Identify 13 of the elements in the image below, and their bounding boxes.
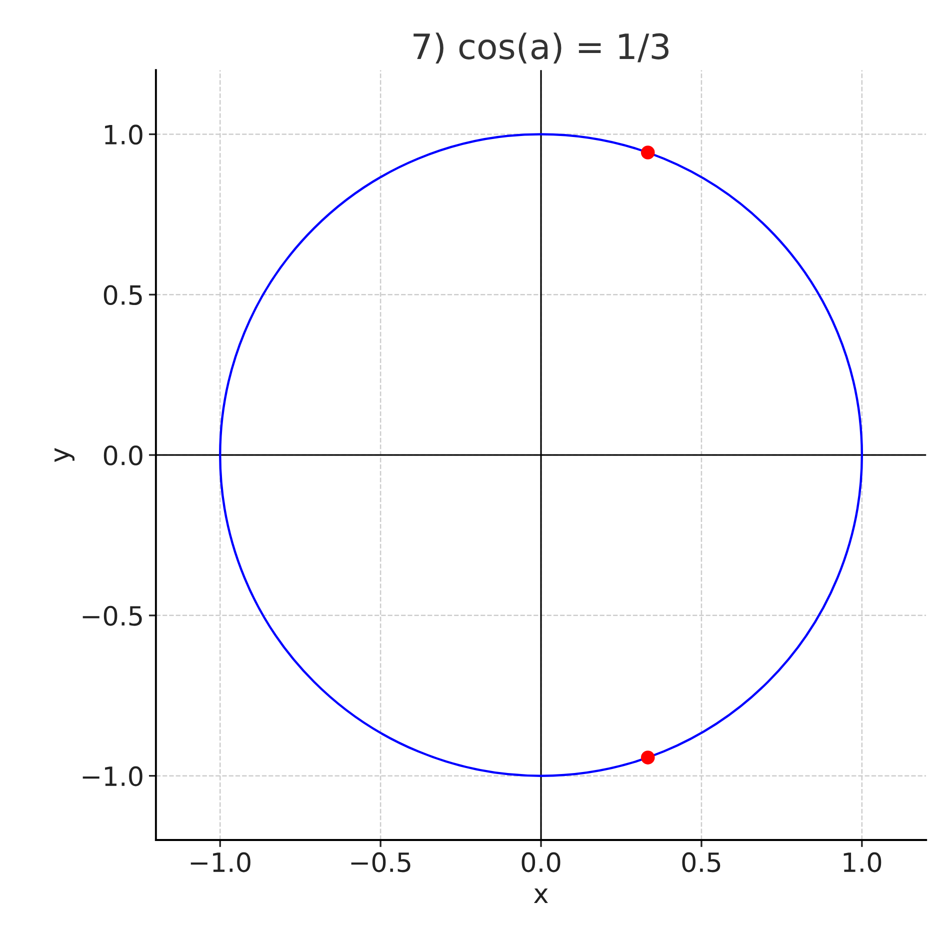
chart-title: 7) cos(a) = 1/3	[414, 32, 668, 64]
y-axis-title: y	[54, 448, 74, 462]
y-tick-label: 1.0	[105, 124, 142, 145]
y-tick-label: 0.5	[104, 285, 142, 306]
x-tick-label: 1.0	[844, 852, 882, 872]
y-tick-label: −0.5	[82, 606, 142, 626]
x-tick-label: −0.5	[351, 852, 410, 872]
x-tick-label: −1.0	[190, 852, 250, 872]
x-tick-label: 0.0	[522, 852, 560, 872]
x-axis-title: x	[534, 888, 548, 903]
y-tick-label: 0.0	[104, 445, 142, 466]
y-tick-label: −1.0	[82, 766, 142, 786]
x-tick-label: 0.5	[682, 852, 720, 872]
